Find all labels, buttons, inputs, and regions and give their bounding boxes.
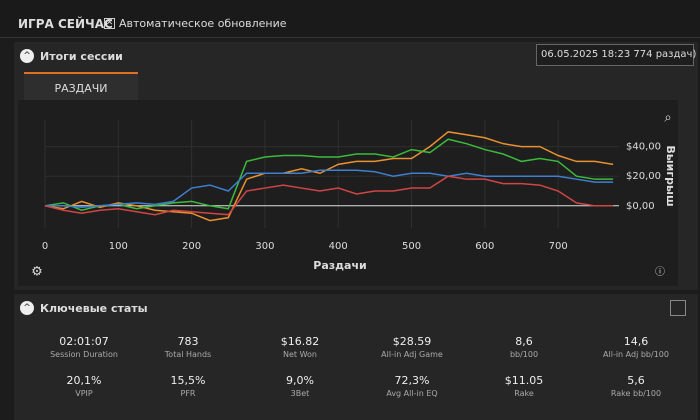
stat-label: Avg All-in EQ — [386, 389, 438, 398]
checkbox[interactable]: ✕ — [104, 18, 115, 29]
stat-label: Net Won — [283, 350, 317, 359]
zoom-icon[interactable]: ⌕ — [664, 111, 671, 126]
collapse-icon[interactable]: ^ — [20, 301, 34, 315]
x-tick-label: 200 — [182, 241, 201, 252]
series-line — [44, 138, 614, 212]
info-icon[interactable]: ⓘ — [655, 266, 665, 278]
chart-area — [18, 100, 678, 286]
x-tick-label: 0 — [42, 241, 48, 252]
stat-label: Session Duration — [50, 350, 118, 359]
y-tick-label: $20,00 — [626, 171, 661, 182]
session-dropdown[interactable]: 06.05.2025 18:23 774 раздач) — [536, 44, 696, 66]
stat-value: 72,3% — [394, 374, 430, 387]
stat-value: $11.05 — [504, 374, 544, 387]
y-tick-label: $40,00 — [626, 142, 661, 153]
y-tick-label: $0,00 — [626, 201, 655, 212]
tab[interactable]: РАЗДАЧИ — [24, 72, 138, 100]
stat-label: All-in Adj bb/100 — [603, 350, 669, 359]
x-tick-label: 600 — [475, 241, 494, 252]
stat-value: $16.82 — [280, 335, 320, 348]
panel-title: Итоги сессии — [40, 50, 123, 63]
series-line — [44, 175, 614, 216]
stat-value: 783 — [177, 335, 199, 348]
stat-label: Rake — [514, 389, 534, 398]
stats-panel: ^ Ключевые статы 02:01:07 Session Duratio… — [14, 294, 698, 420]
title: ИГРА СЕЙЧАС — [18, 17, 113, 31]
stat-value: 14,6 — [623, 335, 649, 348]
stat-value: 15,5% — [170, 374, 206, 387]
settings-icon[interactable]: ⚙ — [31, 265, 43, 280]
stat-label: All-in Adj Game — [381, 350, 443, 359]
stat-label: 3Bet — [290, 389, 310, 398]
stat-label: Rake bb/100 — [610, 389, 662, 398]
x-tick-label: 500 — [402, 241, 421, 252]
x-tick-label: 700 — [549, 241, 568, 252]
y-axis-label: Выигрыш — [664, 145, 677, 206]
panel-title: Ключевые статы — [40, 302, 148, 315]
stat-value: 20,1% — [66, 374, 102, 387]
header: ИГРА СЕЙЧАС ✕ Автоматическое обновление — [0, 0, 700, 38]
auto-update-label[interactable]: Автоматическое обновление — [119, 17, 287, 30]
stat-value: 5,6 — [627, 374, 645, 387]
stat-value: 8,6 — [515, 335, 533, 348]
stat-label: Total Hands — [164, 350, 212, 359]
layout-button[interactable] — [670, 300, 686, 316]
x-tick-label: 100 — [109, 241, 128, 252]
stat-value: $28.59 — [392, 335, 432, 348]
x-axis-label: Раздачи — [313, 259, 366, 272]
collapse-icon[interactable]: ^ — [20, 49, 34, 63]
series-line — [45, 169, 614, 209]
stat-label: PFR — [180, 389, 196, 398]
stat-label: bb/100 — [509, 350, 539, 359]
stat-value: 9,0% — [286, 374, 314, 387]
series-line — [44, 131, 614, 222]
x-tick-label: 400 — [329, 241, 348, 252]
x-tick-label: 300 — [255, 241, 274, 252]
stat-label: VPIP — [75, 389, 93, 398]
stat-value: 02:01:07 — [59, 335, 109, 348]
